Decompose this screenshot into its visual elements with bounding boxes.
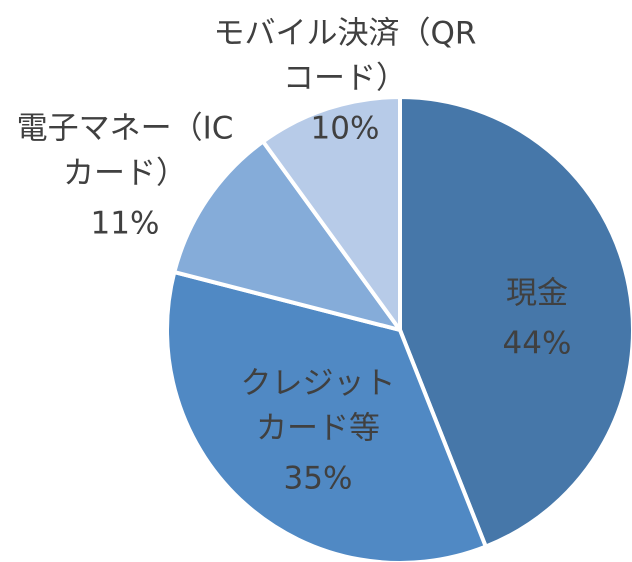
slice-label: クレジット xyxy=(241,366,396,402)
slice-value-label: 44% xyxy=(503,326,572,362)
slice-value-label: 10% xyxy=(311,111,380,147)
slice-label: コード） xyxy=(283,61,407,97)
slice-label: カード） xyxy=(63,156,187,192)
slice-label: モバイル決済（QR xyxy=(214,16,477,52)
pie-slice xyxy=(172,139,402,332)
slice-value-label: 11% xyxy=(91,206,160,242)
pie-slice xyxy=(398,95,632,549)
slice-label: 電子マネー（IC xyxy=(17,111,234,147)
slice-label: カード等 xyxy=(256,411,380,447)
slice-value-label: 35% xyxy=(284,461,353,497)
slice-label: 現金 xyxy=(506,276,568,312)
pie-slice xyxy=(165,270,488,562)
pie-slice xyxy=(261,95,402,332)
